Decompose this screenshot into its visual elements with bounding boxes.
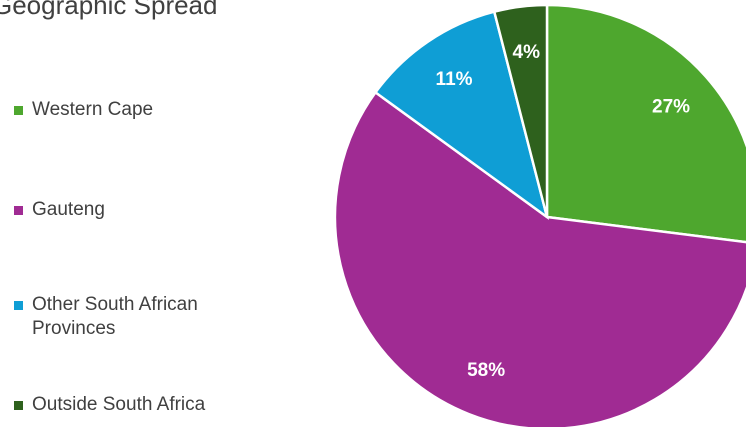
legend-item: Gauteng (14, 198, 272, 222)
legend-item: Other South African Provinces (14, 293, 272, 341)
pie-slice (492, 3, 549, 218)
legend-swatch (14, 401, 23, 410)
slice-label: 58% (467, 360, 505, 381)
legend-label: Western Cape (32, 99, 154, 120)
legend-label: Other South African Provinces (32, 294, 198, 339)
pie-slice (373, 10, 550, 221)
slice-label: 4% (513, 42, 541, 63)
pie-slice (333, 90, 746, 427)
slice-label: 11% (436, 69, 473, 90)
legend-label: Outside South Africa (32, 394, 206, 415)
legend-item: Outside South Africa (14, 393, 272, 417)
legend-swatch (14, 301, 23, 310)
pie-slice (545, 3, 746, 244)
legend-swatch (14, 206, 23, 215)
slice-label: 27% (652, 97, 690, 118)
chart-title: Geographic Spread (0, 0, 217, 20)
legend-item: Western Cape (14, 98, 272, 122)
legend-label: Gauteng (32, 199, 105, 220)
legend-swatch (14, 106, 23, 115)
